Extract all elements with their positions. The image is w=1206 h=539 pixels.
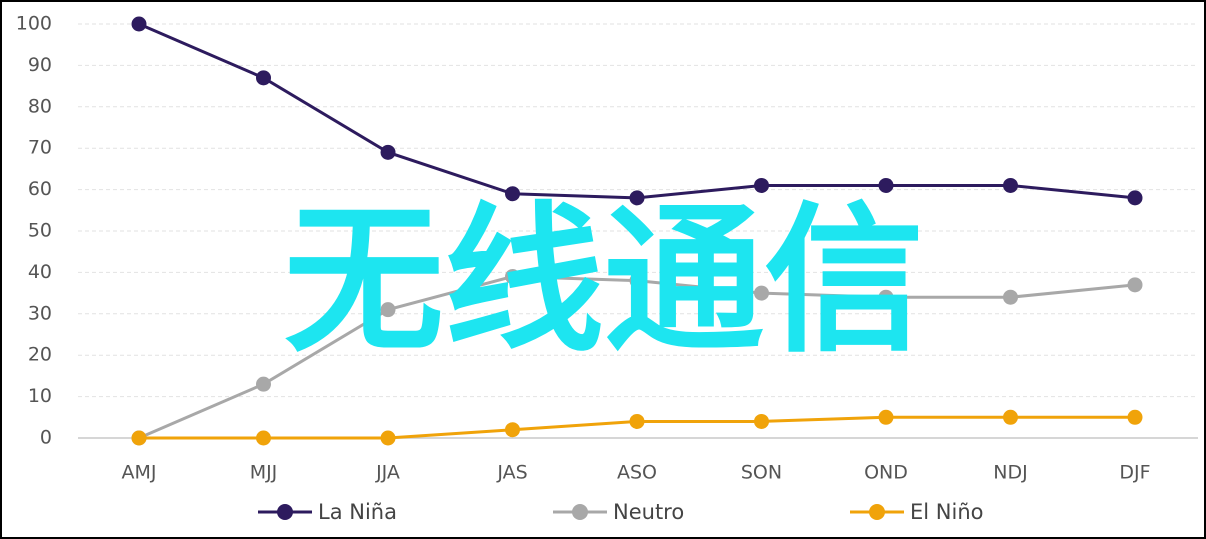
data-point — [1127, 190, 1143, 206]
legend-label: La Niña — [318, 500, 397, 524]
y-tick-label: 100 — [16, 13, 52, 35]
y-tick-label: 60 — [28, 178, 52, 200]
y-tick-label: 10 — [28, 385, 52, 407]
x-tick-label: SON — [741, 462, 782, 484]
data-point — [754, 285, 769, 301]
legend-marker — [572, 504, 588, 520]
x-tick-label: OND — [864, 462, 908, 484]
data-point — [1127, 409, 1143, 425]
y-tick-label: 40 — [28, 261, 52, 283]
overlay-text: 无线通信 — [284, 187, 924, 374]
x-tick-label: JJA — [375, 462, 400, 484]
data-point — [1127, 277, 1143, 293]
data-point — [754, 413, 769, 429]
data-point — [1003, 177, 1018, 193]
data-point — [131, 16, 147, 32]
data-point — [629, 413, 645, 429]
x-tick-label: DJF — [1119, 462, 1150, 484]
data-point — [256, 376, 271, 392]
y-tick-label: 90 — [28, 54, 52, 76]
data-point — [629, 190, 645, 206]
data-point — [878, 409, 894, 425]
y-tick-label: 20 — [28, 344, 52, 366]
y-tick-label: 0 — [40, 427, 52, 449]
data-point — [878, 289, 894, 305]
x-tick-label: AMJ — [122, 462, 157, 484]
legend-marker — [869, 504, 885, 520]
legend-label: El Niño — [910, 500, 983, 524]
data-point — [380, 144, 396, 160]
data-point — [380, 302, 396, 318]
y-tick-label: 70 — [28, 137, 52, 159]
data-point — [505, 422, 520, 438]
y-tick-label: 80 — [28, 95, 52, 117]
x-tick-label: JAS — [496, 462, 527, 484]
data-point — [1003, 409, 1018, 425]
data-point — [131, 430, 147, 446]
data-point — [380, 430, 396, 446]
y-tick-label: 50 — [28, 220, 52, 242]
data-point — [505, 186, 520, 202]
data-point — [878, 177, 894, 193]
x-tick-label: ASO — [617, 462, 657, 484]
legend-label: Neutro — [613, 500, 684, 524]
data-point — [505, 269, 520, 285]
data-point — [629, 273, 645, 289]
data-point — [256, 430, 271, 446]
legend-marker — [277, 504, 293, 520]
x-tick-label: MJJ — [250, 462, 278, 484]
data-point — [1003, 289, 1018, 305]
data-point — [754, 177, 769, 193]
y-tick-label: 30 — [28, 302, 52, 324]
x-tick-label: NDJ — [993, 462, 1027, 484]
data-point — [256, 70, 271, 86]
